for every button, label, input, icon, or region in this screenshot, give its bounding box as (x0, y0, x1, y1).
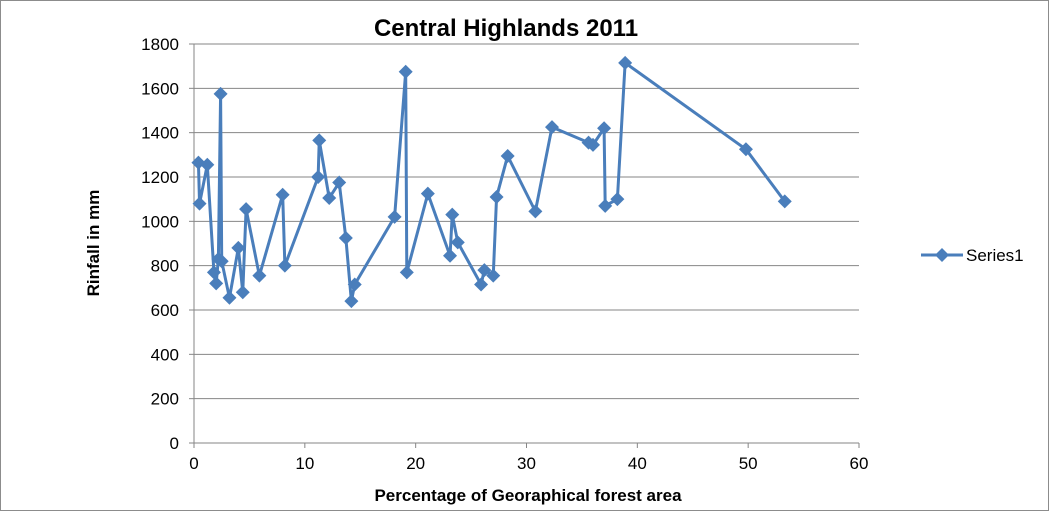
data-point (332, 175, 347, 190)
y-tick-label: 800 (151, 257, 179, 276)
y-tick-label: 1000 (141, 212, 179, 231)
data-point (213, 86, 228, 101)
legend: Series1 (921, 246, 1024, 265)
data-point (445, 207, 460, 222)
data-point (252, 268, 267, 283)
data-point (322, 191, 337, 206)
legend-label: Series1 (966, 246, 1024, 265)
data-point (200, 157, 215, 172)
data-point (474, 277, 489, 292)
y-tick-label: 1400 (141, 124, 179, 143)
data-point (738, 142, 753, 157)
data-point (477, 263, 492, 278)
y-tick-label: 1800 (141, 35, 179, 54)
data-point (443, 248, 458, 263)
y-tick-label: 600 (151, 301, 179, 320)
y-tick-label: 0 (170, 434, 179, 453)
y-tick-label: 400 (151, 345, 179, 364)
data-point (500, 148, 515, 163)
data-point (206, 265, 221, 280)
data-point (387, 209, 402, 224)
data-point (489, 189, 504, 204)
data-point (486, 268, 501, 283)
data-point (450, 235, 465, 250)
data-point (239, 202, 254, 217)
data-point (420, 186, 435, 201)
data-point (347, 277, 362, 292)
data-point (275, 187, 290, 202)
data-point (618, 55, 633, 70)
data-point (338, 230, 353, 245)
data-point (598, 198, 613, 213)
axes (189, 43, 860, 448)
tick-labels: 0 200 400 600 800 1000 1200 1400 1600 1800 0 10 20 30… (141, 35, 868, 473)
chart-title: Central Highlands 2011 (374, 15, 638, 42)
series (191, 55, 792, 309)
data-point (777, 194, 792, 209)
y-tick-label: 1600 (141, 79, 179, 98)
data-point (277, 258, 292, 273)
data-point (192, 196, 207, 211)
gridlines (194, 43, 859, 400)
x-tick-label: 50 (739, 454, 758, 473)
data-point (399, 265, 414, 280)
x-tick-label: 10 (295, 454, 314, 473)
x-axis-title: Percentage of Georaphical forest area (374, 486, 682, 505)
data-point (344, 294, 359, 309)
x-tick-label: 60 (850, 454, 869, 473)
data-point (398, 64, 413, 79)
data-point (586, 137, 600, 152)
data-point (544, 120, 559, 135)
data-point (214, 254, 229, 269)
y-tick-label: 1200 (141, 168, 179, 187)
y-tick-label: 200 (151, 390, 179, 409)
x-tick-label: 40 (628, 454, 647, 473)
data-point (610, 192, 625, 207)
legend-marker (935, 248, 949, 262)
x-tick-label: 30 (517, 454, 536, 473)
data-point (311, 170, 326, 184)
data-point (312, 133, 327, 148)
series-line (196, 61, 786, 303)
x-tick-label: 0 (189, 454, 198, 473)
x-tick-label: 20 (406, 454, 425, 473)
data-point (209, 276, 224, 291)
data-point (235, 285, 250, 300)
data-point (231, 240, 246, 255)
data-point (597, 121, 612, 136)
data-point (222, 290, 237, 305)
data-point (528, 204, 543, 219)
y-axis-title: Rinfall in mm (84, 190, 103, 297)
